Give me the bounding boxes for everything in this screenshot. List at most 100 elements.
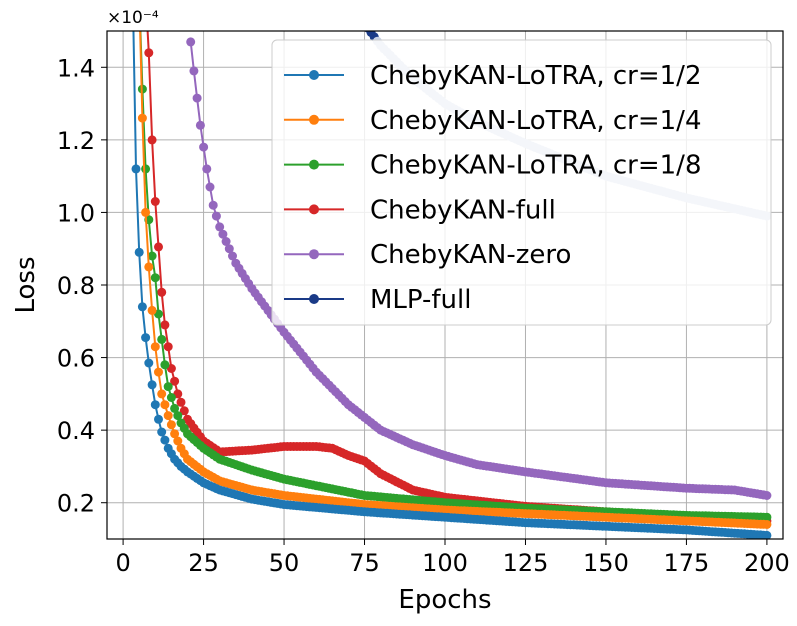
y-tick-label: 1.2 — [57, 127, 95, 155]
legend-entry: ChebyKAN-full — [284, 195, 556, 225]
legend-marker — [309, 159, 319, 170]
data-point — [141, 164, 151, 174]
data-point — [202, 164, 212, 174]
legend: ChebyKAN-LoTRA, cr=1/2 ChebyKAN-LoTRA, cr… — [271, 39, 772, 326]
legend-label: ChebyKAN-LoTRA, cr=1/2 — [370, 61, 702, 91]
legend-marker — [309, 70, 319, 80]
y-tick-label: 1.4 — [57, 54, 95, 82]
data-point — [166, 393, 176, 402]
data-point — [195, 120, 205, 130]
x-tick-label: 75 — [349, 549, 380, 577]
data-point — [154, 367, 163, 377]
data-point — [163, 342, 173, 352]
data-point — [150, 342, 160, 352]
x-tick-label: 0 — [115, 549, 130, 577]
data-point — [205, 182, 215, 192]
data-point — [199, 142, 209, 152]
legend-label: ChebyKAN-full — [370, 195, 556, 225]
legend-marker — [309, 204, 319, 215]
data-point — [150, 400, 160, 410]
legend-marker — [309, 294, 319, 304]
data-point — [762, 530, 772, 539]
legend-entry: ChebyKAN-LoTRA, cr=1/2 — [284, 61, 702, 91]
x-tick-label: 125 — [503, 549, 549, 577]
data-point — [160, 400, 170, 410]
data-point — [228, 251, 237, 261]
legend-entry: MLP-full — [284, 285, 472, 315]
data-point — [137, 302, 147, 312]
data-point — [173, 436, 183, 446]
data-point — [141, 333, 151, 343]
data-point — [147, 251, 157, 261]
data-point — [157, 334, 167, 344]
series-chebykan-zero — [186, 37, 772, 500]
x-tick-label: 100 — [422, 549, 468, 577]
data-point — [147, 305, 157, 315]
data-point — [166, 420, 176, 430]
data-point — [150, 273, 160, 283]
legend-entry: ChebyKAN-LoTRA, cr=1/8 — [284, 151, 702, 181]
x-tick-label: 25 — [188, 549, 219, 577]
y-tick-label: 0.4 — [57, 417, 95, 445]
legend-box — [271, 39, 772, 326]
data-point — [170, 376, 180, 386]
data-point — [192, 93, 202, 103]
data-point — [189, 66, 199, 76]
data-point — [354, 8, 363, 17]
y-tick-label: 1.0 — [57, 199, 95, 227]
data-point — [218, 229, 228, 239]
data-point — [144, 48, 154, 58]
data-point — [224, 244, 234, 254]
y-axis-ticks: 0.2 0.4 0.6 0.8 1.0 1.2 1.4 — [57, 54, 107, 518]
series-chebykan-lotra-cr-1-4 — [137, 31, 772, 529]
y-tick-label: 0.6 — [57, 345, 95, 373]
data-point — [360, 19, 369, 28]
data-point — [157, 427, 167, 437]
data-point — [762, 512, 772, 522]
data-point — [762, 520, 772, 529]
data-point — [134, 247, 144, 257]
data-point — [137, 113, 147, 123]
data-point — [186, 37, 196, 47]
data-point — [144, 262, 154, 272]
data-point — [154, 242, 163, 252]
legend-entry: ChebyKAN-LoTRA, cr=1/4 — [284, 106, 702, 136]
x-tick-label: 200 — [744, 549, 790, 577]
x-axis-label: Epochs — [398, 585, 491, 615]
x-tick-label: 175 — [664, 549, 710, 577]
data-point — [147, 135, 157, 145]
x-tick-label: 50 — [269, 549, 300, 577]
y-tick-label: 0.2 — [57, 490, 95, 518]
data-point — [160, 360, 170, 370]
data-point — [163, 411, 173, 421]
legend-label: ChebyKAN-LoTRA, cr=1/8 — [370, 151, 702, 181]
data-point — [163, 382, 173, 392]
legend-marker — [309, 249, 319, 260]
x-tick-label: 150 — [583, 549, 629, 577]
data-point — [147, 380, 157, 390]
data-point — [179, 406, 189, 416]
data-point — [762, 491, 772, 500]
y-axis-label: Loss — [11, 256, 41, 313]
data-point — [170, 403, 180, 413]
x-axis-ticks: 0 25 50 75 100 125 150 175 200 — [115, 539, 790, 577]
legend-label: ChebyKAN-LoTRA, cr=1/4 — [370, 106, 702, 136]
data-point — [144, 358, 154, 368]
data-point — [176, 397, 186, 407]
data-point — [173, 411, 183, 421]
data-point — [154, 414, 163, 424]
data-point — [211, 211, 221, 221]
data-point — [208, 200, 218, 210]
data-point — [221, 237, 231, 246]
y-tick-label: 0.8 — [57, 272, 95, 300]
y-scale-multiplier: ×10⁻⁴ — [107, 8, 159, 28]
series-chebykan-lotra-cr-1-2 — [131, 31, 772, 539]
data-point — [157, 287, 167, 297]
data-point — [141, 207, 151, 217]
data-point — [157, 389, 167, 399]
legend-label: ChebyKAN-zero — [370, 240, 571, 270]
data-point — [357, 14, 366, 23]
data-point — [160, 320, 170, 330]
data-point — [160, 435, 170, 445]
